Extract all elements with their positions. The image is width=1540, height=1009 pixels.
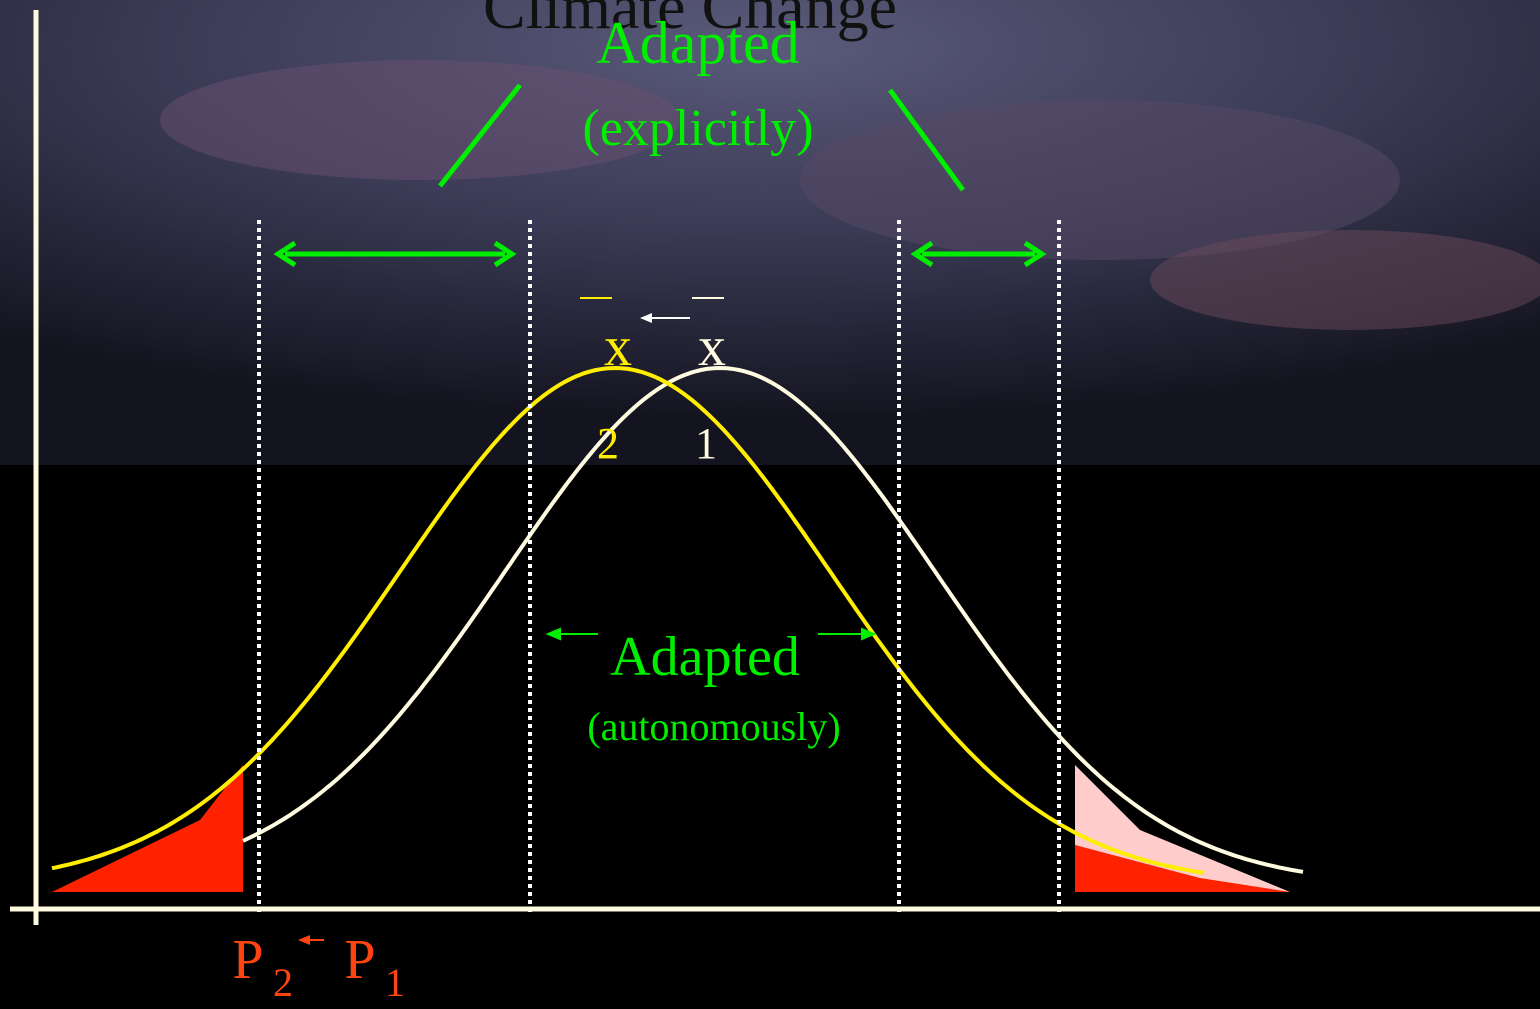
mean-symbol: x [698,316,726,378]
probability-symbol: P [344,929,375,991]
probability-symbol: P [232,929,263,991]
cloud [1150,230,1540,330]
autonomous-label: Adapted [610,626,800,688]
slide: Climate Change Adapted (explicitly) x 2 … [0,0,1540,1009]
probability-subscript: 1 [385,960,405,1005]
autonomous-note: (autonomously) [587,704,840,749]
page: Climate Change Adapted (explicitly) x 2 … [0,0,1540,1009]
mean-symbol: x [604,316,632,378]
mean-subscript: 2 [597,419,619,468]
explicit-note: (explicitly) [582,100,813,157]
probability-subscript: 2 [273,960,293,1005]
explicit-label: Adapted [596,10,799,76]
mean-subscript: 1 [695,419,717,468]
